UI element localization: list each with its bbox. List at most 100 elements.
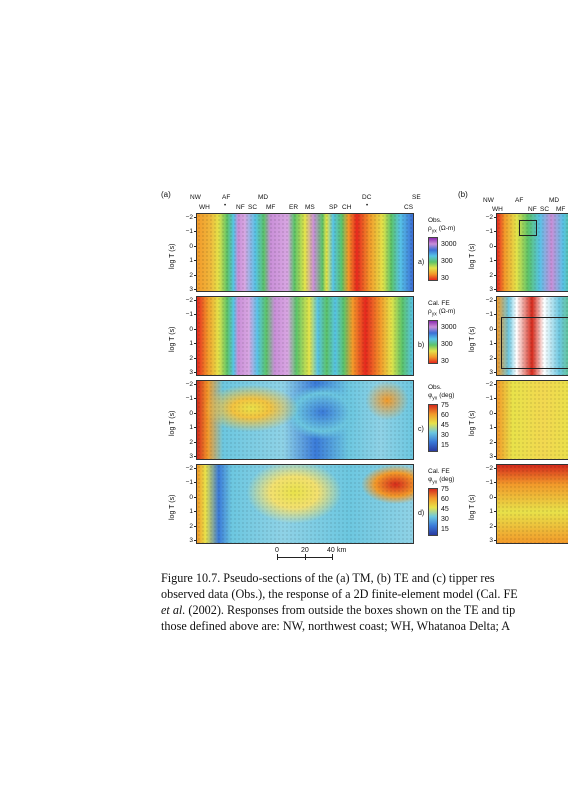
legend-symbol: ρ: [428, 225, 432, 232]
legend-unit: (deg): [439, 476, 455, 483]
region-label-b-nw: NW: [483, 197, 494, 204]
y-tick-mark: [494, 245, 496, 247]
resistivity-colorbar: [428, 320, 438, 364]
caption-line-4: those defined above are: NW, northwest c…: [161, 619, 511, 633]
y-tick-mark: [194, 441, 196, 443]
y-tick-mark: [194, 511, 196, 513]
y-tick-mark: [494, 231, 496, 233]
colorbar-tick-label: 60: [441, 496, 449, 503]
y-axis-label: log T (s): [169, 326, 176, 352]
colorbar-tick-label: 45: [441, 422, 449, 429]
caption-et-al: et al.: [161, 603, 186, 617]
y-tick-mark: [194, 217, 196, 218]
region-label-se: SE: [412, 194, 421, 201]
caption-line-3: et al. (2002). Responses from outside th…: [161, 602, 568, 618]
y-tick-mark: [494, 328, 496, 330]
te-box: [519, 220, 537, 236]
y-tick-mark: [194, 427, 196, 429]
colorbar-tick-label: 75: [441, 402, 449, 409]
colorbar-tick-label: 15: [441, 442, 449, 449]
colorbar-tick-label: 3000: [441, 241, 457, 248]
y-tick-mark: [194, 525, 196, 527]
subplot-a-observed-resistivity: [196, 213, 414, 292]
y-tick-label: 3: [489, 537, 493, 544]
y-tick-mark: [194, 274, 196, 276]
y-tick-mark: [194, 314, 196, 316]
subplot-b-te-resistivity: [496, 213, 568, 292]
scale-bar-tick-20: [305, 554, 306, 560]
y-tick-label: −1: [485, 395, 493, 403]
y-tick-mark: [494, 540, 496, 541]
colorbar-tick-label: 15: [441, 526, 449, 533]
subplot-c-observed-phase: [196, 380, 414, 460]
y-tick-mark: [494, 314, 496, 316]
phase-colorbar: [428, 488, 438, 536]
y-tick-mark: [494, 441, 496, 443]
y-tick-mark: [494, 496, 496, 498]
legend-quantity: ρyx (Ω-m): [428, 225, 455, 235]
y-axis-label: log T (s): [169, 410, 176, 436]
y-tick-mark: [194, 372, 196, 373]
y-tick-label: 0: [189, 493, 193, 501]
y-tick-mark: [494, 274, 496, 276]
colorbar-tick-label: 30: [441, 516, 449, 523]
legend-subscript: yx: [431, 228, 437, 235]
colorbar-tick-label: 300: [441, 258, 453, 265]
scale-bar-label-40: 40: [327, 547, 335, 554]
legend-title: Cal. FE: [428, 300, 450, 307]
site-label-b-mf: MF: [556, 206, 566, 213]
scale-bar-label-0: 0: [275, 547, 279, 554]
y-tick-mark: [194, 343, 196, 345]
y-tick-label: 2: [189, 354, 193, 362]
legend-subscript: yx: [432, 395, 438, 402]
region-label-dc: DC: [362, 194, 372, 201]
colorbar-tick-label: 300: [441, 341, 453, 348]
y-tick-mark: [494, 289, 496, 290]
legend-title: Obs.: [428, 217, 442, 224]
y-tick-label: 1: [489, 508, 493, 516]
y-tick-label: −1: [485, 228, 493, 236]
y-tick-mark: [494, 412, 496, 414]
y-tick-label: 1: [489, 340, 493, 348]
y-tick-label: 2: [489, 354, 493, 362]
y-tick-mark: [194, 482, 196, 484]
site-label-mf: MF: [266, 204, 276, 211]
y-tick-mark: [194, 456, 196, 457]
subplot-b-calculated-resistivity: [196, 296, 414, 376]
y-tick-mark: [494, 468, 496, 469]
site-label-ch: CH: [342, 204, 352, 211]
site-marker-dc: •: [366, 203, 369, 209]
scale-bar-unit: km: [337, 547, 347, 554]
site-label-wh: WH: [199, 204, 210, 211]
legend-subscript: yx: [432, 479, 438, 486]
subplot-b-phase-observed: [496, 380, 568, 460]
subplot-letter: d): [418, 510, 425, 517]
site-label-cs: CS: [404, 204, 414, 211]
y-tick-label: 3: [189, 286, 193, 293]
y-tick-label: −1: [185, 311, 193, 319]
y-tick-label: 0: [189, 242, 193, 250]
y-tick-label: 3: [189, 369, 193, 376]
y-tick-label: 3: [489, 369, 493, 376]
y-tick-label: 0: [489, 493, 493, 501]
y-tick-label: 2: [189, 522, 193, 530]
subplot-letter: a): [418, 259, 425, 266]
y-tick-label: −1: [185, 228, 193, 236]
colorbar-tick-label: 30: [441, 275, 449, 282]
scale-bar-label-20: 20: [301, 547, 309, 554]
y-tick-mark: [194, 384, 196, 385]
resistivity-colorbar: [428, 237, 438, 281]
region-label-af: AF: [222, 194, 231, 201]
site-label-sc: SC: [248, 204, 258, 211]
y-tick-mark: [494, 482, 496, 484]
region-label-b-af: AF: [515, 197, 524, 204]
y-tick-label: −2: [485, 381, 493, 388]
y-tick-mark: [194, 540, 196, 541]
legend-unit: (Ω-m): [438, 225, 456, 232]
y-tick-label: 1: [189, 424, 193, 432]
y-tick-mark: [194, 412, 196, 414]
y-tick-label: 3: [189, 453, 193, 460]
y-tick-mark: [194, 398, 196, 400]
y-tick-label: −2: [485, 465, 493, 472]
legend-unit: (Ω-m): [438, 308, 456, 315]
